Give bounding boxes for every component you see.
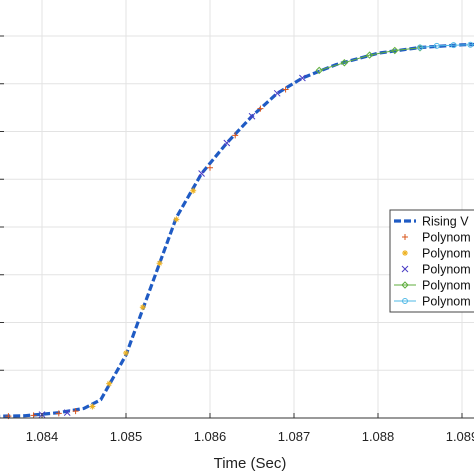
legend-entry: Polynom	[394, 279, 471, 293]
data-point	[450, 42, 457, 49]
plot-area	[0, 0, 474, 418]
data-point	[315, 66, 323, 75]
series-5	[417, 41, 474, 51]
legend: Rising V Polynom Polynom Polynom Polynom Poly…	[389, 209, 474, 313]
data-point	[401, 265, 409, 273]
data-point	[156, 260, 163, 267]
data-point	[198, 170, 205, 177]
legend-entry: Rising V	[394, 215, 469, 229]
legend-entry: Polynom	[402, 247, 471, 261]
legend-label: Polynom	[422, 263, 471, 277]
data-point	[273, 89, 281, 97]
legend-label: Polynom	[422, 247, 471, 261]
data-point	[232, 132, 239, 139]
data-point	[391, 46, 399, 55]
series-2	[89, 187, 197, 410]
x-tick-label: 1.088	[362, 429, 395, 444]
data-point	[123, 350, 129, 357]
x-tick-label: 1.086	[194, 429, 227, 444]
data-point	[106, 380, 113, 387]
data-point	[467, 41, 474, 48]
data-point	[365, 51, 374, 59]
legend-label: Polynom	[422, 295, 471, 309]
legend-entry: Polynom	[402, 231, 471, 245]
data-point	[433, 42, 440, 49]
data-point	[299, 74, 306, 82]
data-point	[72, 408, 79, 415]
data-point	[89, 403, 96, 410]
legend-label: Rising V	[422, 215, 469, 229]
data-point	[223, 139, 231, 147]
x-tick-label: 1.085	[110, 429, 143, 444]
data-point	[402, 298, 408, 304]
series-line	[319, 47, 421, 71]
data-point	[173, 216, 180, 223]
x-ticks: 1.084 1.085 1.086 1.087 1.088 1.089	[0, 35, 474, 444]
x-tick-label: 1.089	[446, 429, 474, 444]
data-point	[248, 112, 256, 120]
data-point	[63, 409, 71, 417]
x-tick-label: 1.087	[278, 429, 311, 444]
legend-label: Polynom	[422, 231, 471, 245]
series-layer	[0, 41, 474, 420]
series-1	[5, 86, 289, 420]
data-point	[340, 59, 349, 67]
data-point	[207, 164, 213, 171]
data-point	[257, 105, 264, 112]
data-point	[417, 44, 423, 51]
data-point	[139, 304, 146, 311]
x-axis-label: Time (Sec)	[214, 455, 287, 472]
legend-entry: Polynom	[401, 263, 471, 277]
legend-box	[389, 209, 474, 313]
data-point	[402, 234, 408, 240]
legend-entry: Polynom	[394, 295, 471, 309]
data-point	[282, 86, 289, 93]
legend-label: Polynom	[422, 279, 471, 293]
x-tick-label: 1.084	[26, 429, 59, 444]
data-point	[402, 250, 408, 256]
data-point	[55, 410, 62, 417]
data-point	[401, 281, 409, 289]
data-point	[190, 187, 197, 194]
data-point	[30, 412, 37, 419]
